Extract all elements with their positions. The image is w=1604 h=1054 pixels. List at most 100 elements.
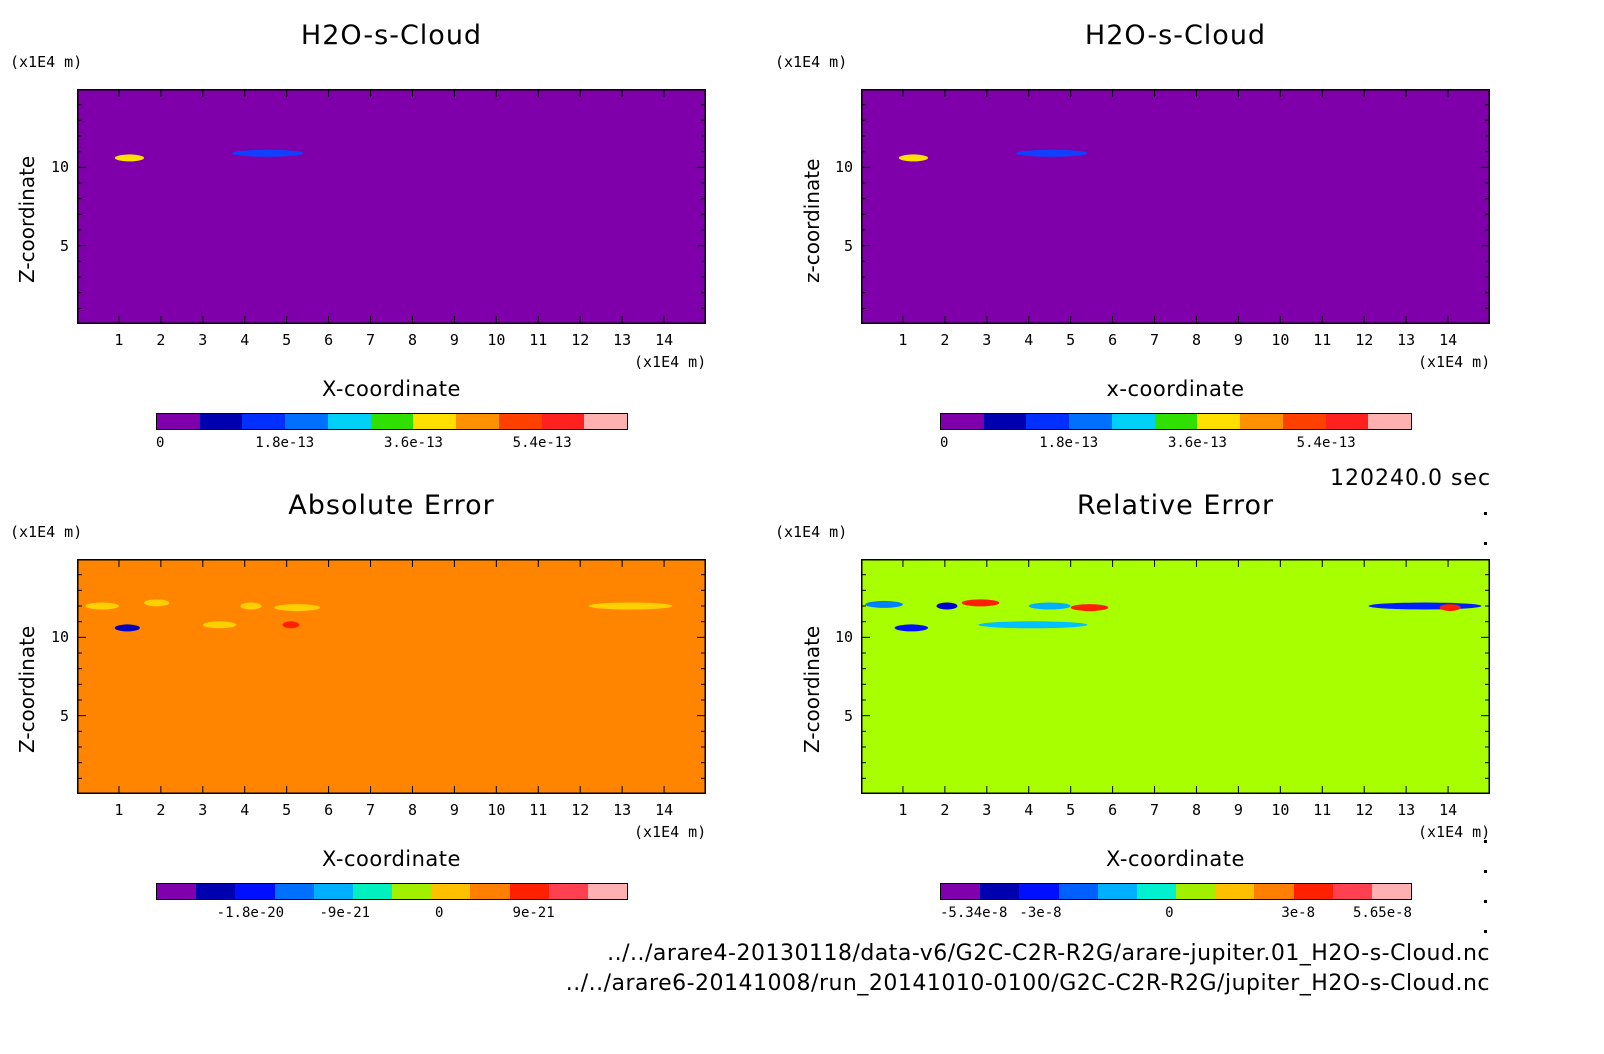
x-tick-label: 9 [1233,331,1243,349]
margin-dot [1484,512,1487,515]
colorbar-cell [470,884,510,899]
x-unit-label: (x1E4 m) [634,353,707,371]
heatmap-feature [85,602,119,610]
colorbar-label: 3.6e-13 [383,435,443,451]
colorbar-cell [548,884,588,899]
x-tick-label: 10 [1271,801,1290,819]
time-label: 120240.0 sec [1330,466,1492,491]
y-tick-label: 10 [51,158,70,177]
colorbar-cell [584,414,628,429]
x-tick-label: 7 [366,801,376,819]
colorbar-cell [370,414,414,429]
panel-title: H2O-s-Cloud [1084,20,1267,51]
x-tick-label: 10 [487,331,506,349]
x-tick-label: 7 [1150,801,1160,819]
x-tick-label: 2 [940,801,950,819]
colorbar-cell [274,884,314,899]
heatmap-feature [1368,602,1482,610]
plot-frame [77,89,706,324]
colorbar-label: 1.8e-13 [1039,435,1099,451]
colorbar [156,883,628,900]
colorbar-cell [1026,414,1070,429]
heatmap-feature [1028,602,1071,610]
colorbar-cell [1069,414,1112,429]
heatmap-feature [978,621,1088,629]
colorbar-label: -5.34e-8 [940,905,1008,921]
colorbar-cell [1019,884,1059,899]
heatmap-feature [202,621,237,629]
x-tick-label: 4 [1024,801,1034,819]
colorbar-cell [413,414,457,429]
colorbar-cell [352,884,393,899]
x-tick-label: 13 [1397,801,1416,819]
heatmap-feature [274,604,321,612]
x-tick-label: 8 [1191,801,1201,819]
x-axis-label: x-coordinate [1106,377,1245,401]
x-axis-label: X-coordinate [322,847,461,871]
heatmap-feature [114,154,145,162]
heatmap-feature [232,149,304,157]
x-tick-label: 14 [1439,801,1458,819]
panel-title: H2O-s-Cloud [300,20,483,51]
colorbar-cell [1154,414,1198,429]
heatmap-feature [898,154,929,162]
heatmap-background [861,559,1490,794]
colorbar-cell [1197,414,1241,429]
x-axis-label: X-coordinate [1106,847,1245,871]
heatmap-background [77,559,706,794]
colorbar-label: 9e-21 [512,905,555,921]
colorbar-cell [541,414,585,429]
x-tick-label: 6 [324,331,334,349]
heatmap-feature [961,599,1000,607]
x-tick-label: 13 [1397,331,1416,349]
file-path-2: ../../arare6-20141008/run_20141010-0100/… [565,971,1490,996]
heatmap-plot [77,559,706,794]
x-tick-label: 12 [571,801,590,819]
heatmap-feature [144,599,170,607]
y-unit-label: (x1E4 m) [10,53,83,71]
x-tick-label: 11 [529,331,548,349]
margin-dot [1484,900,1487,903]
colorbar [940,883,1412,900]
x-tick-label: 9 [449,801,459,819]
colorbar-label: 3e-8 [1281,905,1316,921]
file-path-1: ../../arare4-20130118/data-v6/G2C-C2R-R2… [607,941,1490,966]
x-tick-label: 4 [240,801,250,819]
x-tick-label: 3 [982,331,992,349]
heatmap-background [861,89,1490,324]
x-tick-label: 8 [407,331,417,349]
x-tick-label: 10 [1271,331,1290,349]
colorbar-cell [1240,414,1283,429]
colorbar-cell [1097,884,1137,899]
colorbar-cell [431,884,471,899]
heatmap-plot [861,559,1490,794]
x-tick-label: 9 [449,331,459,349]
colorbar-cell [980,884,1020,899]
x-tick-label: 2 [940,331,950,349]
margin-dot [1484,840,1487,843]
x-tick-label: 1 [898,801,908,819]
colorbar-label: 0 [434,905,444,921]
y-axis-label: Z-coordinate [15,155,39,283]
colorbar-cell [1136,884,1177,899]
x-tick-label: 5 [1066,801,1076,819]
y-unit-label: (x1E4 m) [10,523,83,541]
x-tick-label: 14 [655,331,674,349]
colorbar-cell [1254,884,1294,899]
colorbar-cell [941,884,981,899]
colorbar-label: 5.65e-8 [1352,905,1412,921]
colorbar-cell [1058,884,1098,899]
x-tick-label: 8 [1191,331,1201,349]
heatmap-feature [282,621,300,629]
plot-frame [861,559,1490,794]
colorbar-cell [157,414,200,429]
x-tick-label: 6 [1108,331,1118,349]
x-tick-label: 11 [529,801,548,819]
y-axis-label: Z-coordinate [800,625,824,753]
colorbar-cell [242,414,286,429]
colorbar-cell [1332,884,1372,899]
margin-dot [1484,930,1487,933]
y-tick-label: 5 [844,706,854,725]
y-unit-label: (x1E4 m) [775,53,848,71]
x-tick-label: 11 [1313,331,1332,349]
